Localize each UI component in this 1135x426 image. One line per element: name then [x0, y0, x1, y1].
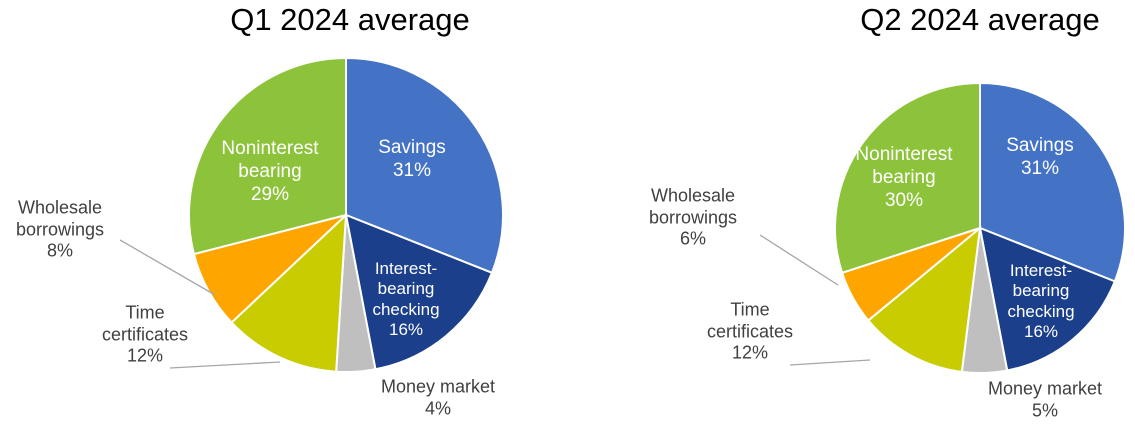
slice-value: 16%: [1023, 322, 1059, 342]
pie-slice: [230, 212, 348, 373]
slice-name: Time certificates: [101, 302, 189, 345]
slice-name: Time certificates: [706, 299, 794, 342]
data-label: Money market 5%: [945, 378, 1135, 421]
slice-name: Savings: [1006, 135, 1074, 157]
data-label: Interest-bearing checking 16%: [361, 259, 451, 341]
data-label: Interest-bearing checking 16%: [996, 261, 1086, 343]
slice-name: Noninterest bearing: [855, 143, 953, 188]
data-label: Noninterest bearing 30%: [844, 144, 964, 212]
data-label: Time certificates 12%: [685, 300, 815, 365]
data-label: Wholesale borrowings 6%: [631, 186, 756, 251]
slice-name: Interest-bearing checking: [1007, 261, 1075, 321]
leader-line: [169, 361, 281, 369]
data-label: Wholesale borrowings 8%: [0, 198, 123, 263]
pie-slice: [345, 56, 504, 275]
slice-name: Money market: [987, 378, 1103, 399]
slice-name: Savings: [378, 137, 446, 159]
pie-slice: [978, 226, 1117, 372]
slice-name: Wholesale borrowings: [15, 197, 105, 240]
slice-value: 31%: [392, 160, 432, 181]
data-label: Noninterest bearing 29%: [210, 138, 330, 206]
slice-value: 4%: [424, 398, 451, 418]
pie-slice: [866, 225, 982, 373]
data-label: Savings 31%: [357, 137, 467, 183]
slice-name: Money market: [380, 376, 496, 397]
slice-name: Noninterest bearing: [221, 137, 319, 182]
pie-slice: [344, 213, 494, 371]
slice-value: 5%: [1031, 400, 1058, 420]
slice-value: 30%: [884, 189, 924, 211]
slice-name: Wholesale borrowings: [648, 185, 738, 228]
chart-title: Q2 2024 average: [860, 2, 1100, 37]
slice-value: 12%: [731, 342, 769, 363]
slice-value: 6%: [679, 228, 706, 249]
slice-value: 8%: [46, 240, 73, 261]
chart-title: Q1 2024 average: [230, 2, 470, 37]
slice-value: 16%: [388, 320, 424, 340]
data-label: Time certificates 12%: [80, 303, 210, 368]
leader-line: [789, 359, 871, 366]
pie-slice: [188, 56, 347, 256]
slice-value: 29%: [250, 183, 290, 205]
leader-line: [759, 234, 839, 286]
data-label: Savings 31%: [985, 135, 1095, 181]
pie-slice: [834, 81, 981, 275]
slice-value: 12%: [126, 345, 164, 366]
slice-value: 31%: [1020, 158, 1060, 179]
data-label: Money market 4%: [338, 376, 538, 419]
slice-name: Interest-bearing checking: [372, 259, 440, 319]
pie-slice: [979, 81, 1126, 283]
leader-line: [119, 239, 216, 296]
